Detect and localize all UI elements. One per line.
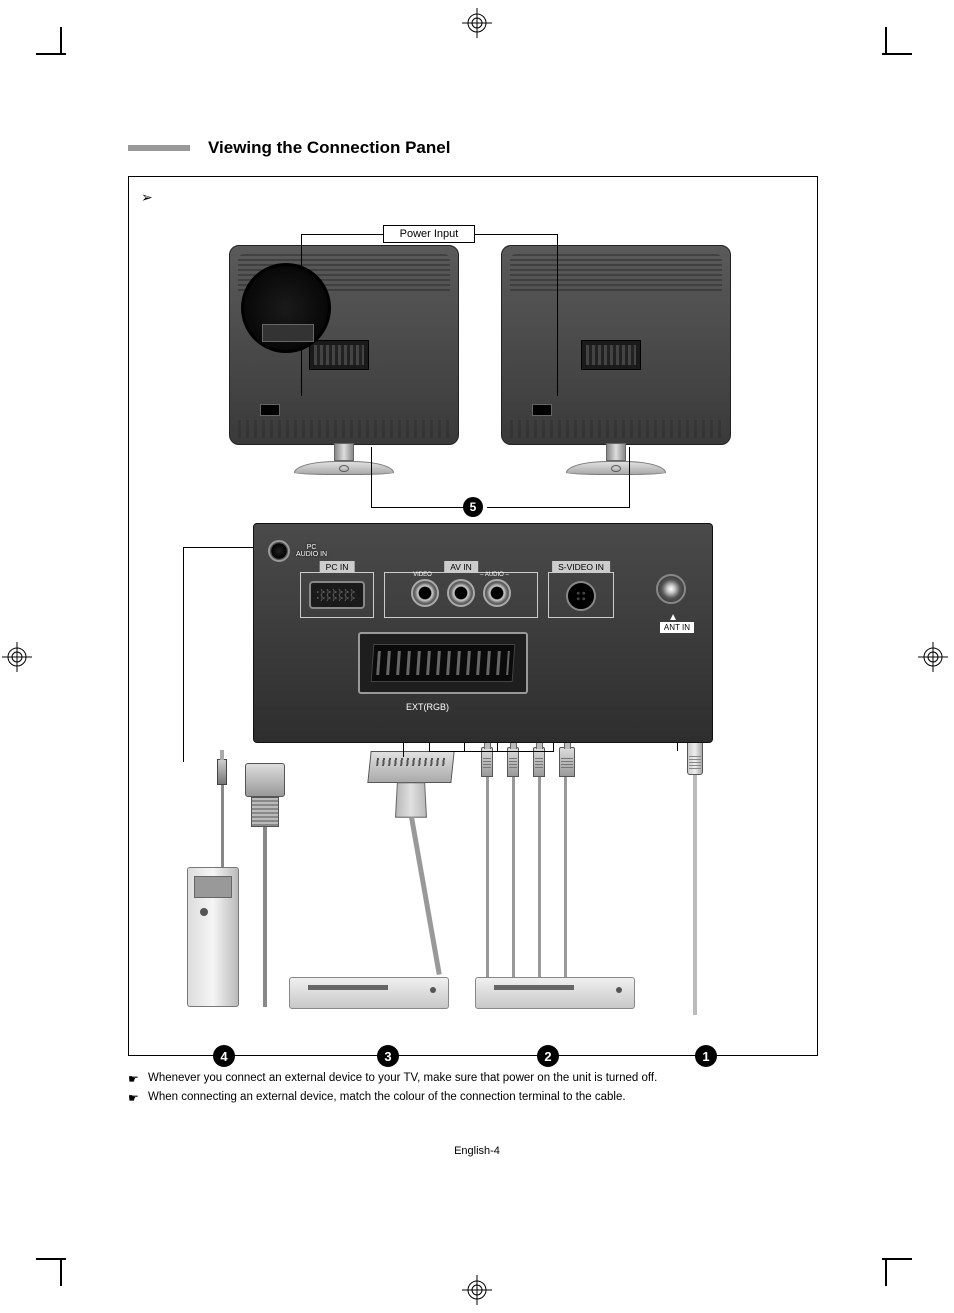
crop-mark [60,27,62,55]
crop-mark [60,1258,62,1286]
connector-line [301,234,383,235]
dvd-player-2-icon [475,977,635,1009]
tv-mini-panel [309,340,369,370]
connector-line [557,234,558,396]
connector-line [629,447,630,507]
crop-mark [885,1258,887,1286]
devices-area: 4 3 2 1 [159,747,787,1037]
av-in-port-group: AV IN VIDEO – AUDIO – [384,572,538,618]
scart-cable [369,751,453,977]
vga-connector-icon [245,763,285,797]
rca-cable [507,747,519,977]
tv-mini-panel [581,340,641,370]
pc-audio-in-port: PC AUDIO IN [268,540,327,562]
tv-back-right [501,245,731,485]
registration-mark-icon [918,642,948,672]
tv-power-port [260,404,280,416]
connection-panel: PC AUDIO IN PC IN AV IN VIDEO – AUDIO – [253,523,713,743]
vga-port-icon [309,581,365,609]
scart-connector-icon [367,751,454,783]
crop-mark [885,27,887,55]
rca-video-jack-icon [411,579,439,607]
rca-audio-r-jack-icon [483,579,511,607]
s-video-jack-icon [566,581,596,611]
connector-line [371,507,467,508]
s-video-port-group: S-VIDEO IN [548,572,614,618]
tv-vent-texture [238,420,450,438]
callout-3: 3 [377,1045,399,1067]
vga-cable [245,763,285,833]
pc-tower-icon [187,867,239,1007]
audio-plug-icon [217,759,227,785]
s-video-label: S-VIDEO IN [552,561,610,573]
connector-line [371,447,372,507]
registration-mark-icon [462,1275,492,1305]
scart-pins-icon [371,644,516,682]
note-item: When connecting an external device, matc… [128,1089,818,1106]
connector-line [183,547,263,548]
pc-in-label: PC IN [320,561,355,573]
coax-antenna-cable [687,737,703,1015]
connector-line [429,751,554,752]
note-arrow-icon: ➢ [141,189,153,206]
content-area: Viewing the Connection Panel ➢ Power Inp… [128,138,818,1109]
tv-stand [566,443,666,483]
rca-svideo-cable-cluster [481,747,571,977]
page-footer: English-4 [454,1145,500,1157]
av-sublabels: VIDEO – AUDIO – [385,572,537,578]
dvd-player-1-icon [289,977,449,1009]
svideo-cable [559,747,571,977]
scart-ext-rgb-port [358,632,528,694]
callout-2: 2 [537,1045,559,1067]
registration-mark-icon [462,8,492,38]
tv-power-port [532,404,552,416]
connector-line [487,507,630,508]
rca-cable [481,747,493,977]
connector-line [475,234,557,235]
ant-in-jack-icon [656,574,686,604]
rca-audio-l-jack-icon [447,579,475,607]
magnifier-circle-icon [241,263,331,353]
notes-list: Whenever you connect an external device … [128,1070,818,1107]
diagram-box: ➢ Power Input [128,176,818,1056]
tv-stand [294,443,394,483]
callout-1: 1 [695,1045,717,1067]
note-item: Whenever you connect an external device … [128,1070,818,1087]
pc-audio-in-label: PC AUDIO IN [296,544,327,558]
ant-in-label: ANT IN [660,622,694,633]
power-input-label: Power Input [383,225,475,243]
audio-jack-icon [268,540,290,562]
registration-mark-icon [2,642,32,672]
ext-rgb-label: EXT(RGB) [406,702,449,712]
video-sublabel: VIDEO [413,572,432,578]
tv-back-shell [501,245,731,445]
svideo-plug-icon [559,747,575,777]
callout-5: 5 [463,497,483,517]
title-accent-bar [128,145,190,151]
callout-4: 4 [213,1045,235,1067]
tv-vent-texture [510,254,722,294]
connector-line [183,547,184,762]
tv-vent-texture [510,420,722,438]
rca-cable [533,747,545,977]
pc-in-port-group: PC IN [300,572,374,618]
page-title: Viewing the Connection Panel [208,138,450,158]
title-row: Viewing the Connection Panel [128,138,818,158]
audio-sublabel: – AUDIO – [480,572,509,578]
